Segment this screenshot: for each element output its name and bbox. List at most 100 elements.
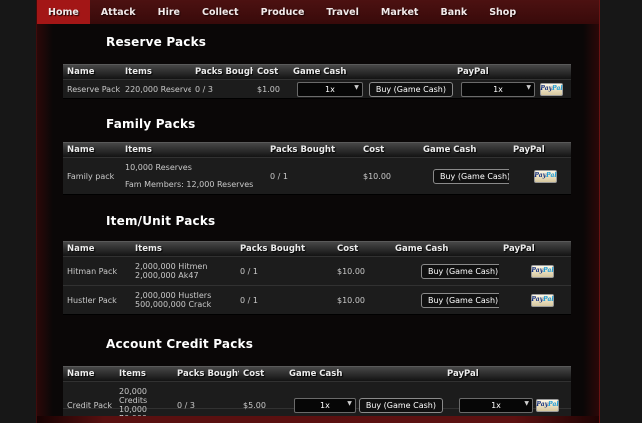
column-header-game-cash: Game Cash: [423, 145, 477, 155]
column-header-items: Items: [135, 244, 162, 254]
section-item-unit-packs: Item/Unit Packs Name Items Packs Bought …: [37, 214, 599, 315]
column-header-packs-bought: Packs Bought: [270, 145, 336, 155]
quantity-select[interactable]: 1x ▼: [461, 81, 535, 97]
section-title-reserve-packs: Reserve Packs: [106, 35, 207, 49]
table-row: Hustler Pack 2,000,000 Hustlers 500,000,…: [63, 285, 571, 314]
column-header-paypal: PayPal: [513, 145, 545, 155]
nav-item-bank[interactable]: Bank: [440, 6, 468, 18]
packs-bought: 0 / 1: [240, 295, 258, 305]
quantity-select[interactable]: 1x ▼: [294, 397, 356, 413]
game-cash-cell: Buy (Game Cash): [419, 168, 509, 184]
column-header-name: Name: [67, 145, 95, 155]
buy-game-cash-button[interactable]: Buy (Game Cash): [358, 397, 443, 413]
paypal-logo: Pay: [536, 401, 549, 408]
paypal-button[interactable]: Pay Pal: [531, 264, 554, 278]
nav-item-home[interactable]: Home: [37, 0, 90, 24]
paypal-logo: Pal: [546, 172, 557, 179]
pack-name: Reserve Pack 2: [67, 84, 121, 94]
table-header: Name Items Packs Bought Cost Game Cash P…: [63, 366, 571, 381]
column-header-name: Name: [67, 67, 95, 77]
section-title-account-credit-packs: Account Credit Packs: [106, 337, 254, 351]
pack-items: 2,000,000 Hustlers 500,000,000 Crack: [131, 286, 236, 314]
table-header: Name Items Packs Bought Cost Game Cash P…: [63, 241, 571, 256]
column-header-packs-bought: Packs Bought: [240, 244, 306, 254]
pack-cost: $10.00: [337, 266, 365, 276]
pack-cost: $1.00: [257, 84, 280, 94]
table-row: Reserve Pack 2 220,000 Reserves 0 / 3 $1…: [63, 79, 571, 98]
column-header-paypal: PayPal: [447, 369, 479, 379]
column-header-name: Name: [67, 244, 95, 254]
pack-items: 10,000 Reserves Fam Members: 12,000 Rese…: [121, 158, 266, 194]
reserve-packs-table: Name Items Packs Bought Cost Game Cash P…: [63, 64, 571, 99]
account-credit-packs-table: Name Items Packs Bought Cost Game Cash P…: [63, 366, 571, 423]
paypal-cell: 1x ▼ Pay Pal: [453, 81, 571, 97]
quantity-value: 1x: [493, 84, 503, 94]
column-header-cost: Cost: [363, 145, 385, 155]
quantity-value: 1x: [491, 400, 501, 410]
packs-bought: 0 / 3: [177, 400, 195, 410]
section-reserve-packs: Reserve Packs Name Items Packs Bought Co…: [37, 35, 599, 99]
paypal-button[interactable]: Pay Pal: [540, 82, 563, 96]
section-title-family-packs: Family Packs: [106, 117, 196, 131]
paypal-cell: Pay Pal: [509, 169, 571, 183]
column-header-items: Items: [125, 67, 152, 77]
game-cash-cell: 1x ▼ Buy (Game Cash): [289, 81, 453, 97]
paypal-logo: Pal: [543, 296, 554, 303]
pack-items: 2,000,000 Hitmen 2,000,000 Ak47: [131, 257, 236, 285]
site-wrapper: Home Attack Hire Collect Produce Travel …: [36, 0, 600, 423]
column-header-game-cash: Game Cash: [395, 244, 449, 254]
pack-item-line: Fam Members: 12,000 Reserves: [125, 180, 254, 189]
game-cash-cell: 1x ▼ Buy (Game Cash): [285, 397, 443, 413]
column-header-game-cash: Game Cash: [289, 369, 343, 379]
quantity-value: 1x: [320, 400, 330, 410]
pack-item-line: 2,000,000 Ak47: [135, 271, 199, 280]
paypal-logo: Pay: [540, 85, 553, 92]
pack-item-line: 2,000,000 Hustlers: [135, 291, 212, 300]
nav-item-travel[interactable]: Travel: [326, 6, 359, 18]
main-nav: Home Attack Hire Collect Produce Travel …: [37, 0, 599, 24]
nav-item-shop[interactable]: Shop: [489, 6, 517, 18]
buy-game-cash-button[interactable]: Buy (Game Cash): [368, 81, 453, 97]
dropdown-arrow-icon: ▼: [354, 83, 359, 91]
packs-bought: 0 / 3: [195, 84, 213, 94]
paypal-logo: Pal: [543, 267, 554, 274]
paypal-logo: Pay: [534, 172, 547, 179]
paypal-button[interactable]: Pay Pal: [536, 398, 559, 412]
buy-game-cash-button[interactable]: Buy (Game Cash): [421, 292, 499, 308]
paypal-logo: Pay: [531, 296, 544, 303]
family-packs-table: Name Items Packs Bought Cost Game Cash P…: [63, 142, 571, 195]
buy-game-cash-button[interactable]: Buy (Game Cash): [433, 168, 509, 184]
nav-item-market[interactable]: Market: [380, 6, 419, 18]
pack-cost: $10.00: [363, 171, 391, 181]
pack-name: Family pack: [67, 171, 115, 181]
buy-game-cash-button[interactable]: Buy (Game Cash): [421, 263, 499, 279]
pack-name: Credit Pack 1: [67, 400, 115, 410]
table-header: Name Items Packs Bought Cost Game Cash P…: [63, 64, 571, 79]
paypal-button[interactable]: Pay Pal: [531, 293, 554, 307]
nav-item-collect[interactable]: Collect: [201, 6, 239, 18]
paypal-cell: 1x ▼ Pay Pal: [443, 397, 571, 413]
column-header-packs-bought: Packs Bought: [195, 67, 253, 77]
dropdown-arrow-icon: ▼: [524, 399, 529, 407]
column-header-paypal: PayPal: [457, 67, 489, 77]
pack-name: Hitman Pack: [67, 266, 118, 276]
paypal-logo: Pal: [548, 401, 559, 408]
column-header-paypal: PayPal: [503, 244, 535, 254]
game-cash-cell: Buy (Game Cash): [391, 263, 499, 279]
game-cash-cell: Buy (Game Cash): [391, 292, 499, 308]
table-row: Credit Pack 1 20,000 Credits 10,000 Rese…: [63, 381, 571, 423]
nav-item-hire[interactable]: Hire: [157, 6, 180, 18]
table-row: Hitman Pack 2,000,000 Hitmen 2,000,000 A…: [63, 256, 571, 285]
nav-item-attack[interactable]: Attack: [100, 6, 136, 18]
paypal-logo: Pay: [531, 267, 544, 274]
shop-content: Reserve Packs Name Items Packs Bought Co…: [37, 24, 599, 423]
column-header-name: Name: [67, 369, 95, 379]
pack-item-line: 10,000 Reserves: [125, 163, 192, 172]
paypal-button[interactable]: Pay Pal: [534, 169, 557, 183]
pack-item-line: 500,000,000 Crack: [135, 300, 212, 309]
nav-item-produce[interactable]: Produce: [260, 6, 305, 18]
quantity-select[interactable]: 1x ▼: [459, 397, 533, 413]
section-account-credit-packs: Account Credit Packs Name Items Packs Bo…: [37, 337, 599, 423]
quantity-select[interactable]: 1x ▼: [297, 81, 363, 97]
